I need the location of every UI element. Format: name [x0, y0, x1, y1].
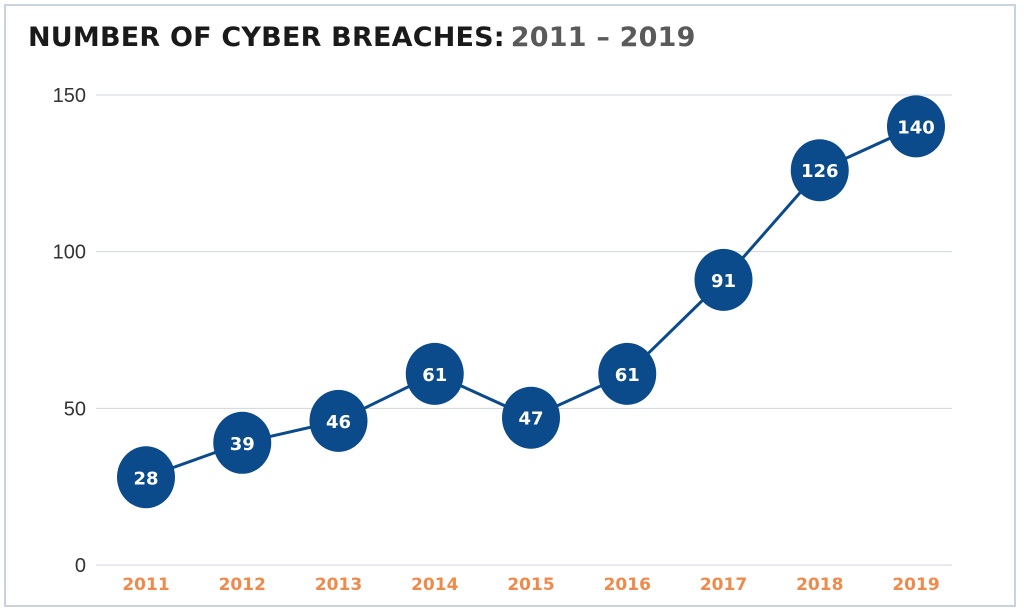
data-label: 91 — [711, 271, 736, 292]
x-tick-label: 2012 — [219, 575, 266, 595]
x-tick-label: 2016 — [604, 575, 651, 595]
x-tick-label: 2011 — [122, 575, 169, 595]
x-tick-label: 2018 — [796, 575, 843, 595]
data-label: 47 — [518, 409, 543, 430]
data-label: 140 — [897, 117, 935, 138]
y-tick-label: 150 — [53, 85, 86, 107]
x-tick-label: 2014 — [411, 575, 458, 595]
data-label: 61 — [422, 365, 447, 386]
y-tick-label: 100 — [53, 242, 86, 264]
data-label: 28 — [133, 468, 158, 489]
x-tick-label: 2019 — [892, 575, 939, 595]
data-label: 61 — [615, 365, 640, 386]
data-label: 39 — [230, 434, 255, 455]
y-tick-label: 0 — [75, 555, 86, 577]
data-label: 46 — [326, 412, 351, 433]
x-tick-label: 2017 — [700, 575, 747, 595]
y-tick-label: 50 — [64, 398, 86, 420]
x-tick-label: 2015 — [507, 575, 554, 595]
data-label: 126 — [801, 161, 839, 182]
x-tick-label: 2013 — [315, 575, 362, 595]
